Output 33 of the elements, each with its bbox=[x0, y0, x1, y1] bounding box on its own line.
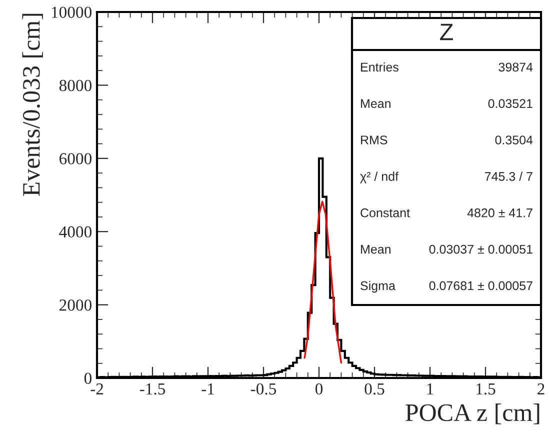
annotation: 4820 ± 41.7 bbox=[467, 208, 532, 218]
annotation: Mean bbox=[361, 99, 390, 108]
x-tick-label: -1 bbox=[202, 383, 214, 394]
annotation: Entries bbox=[361, 62, 398, 72]
y-tick-label: 6000 bbox=[60, 153, 92, 164]
y-tick-label: 10000 bbox=[52, 6, 92, 18]
x-tick-label: -1.5 bbox=[140, 383, 166, 395]
annotation: 0.03521 bbox=[488, 99, 532, 108]
x-tick-label: 0 bbox=[315, 383, 323, 395]
annotation: Mean bbox=[361, 244, 390, 254]
y-tick-label: 4000 bbox=[59, 226, 92, 238]
x-tick-label: 0.5 bbox=[364, 383, 384, 395]
annotation: χ² / ndf bbox=[360, 172, 399, 184]
annotation: 745.3 / 7 bbox=[484, 172, 532, 181]
y-tick-label: 2000 bbox=[60, 300, 92, 311]
x-tick-label: -2 bbox=[90, 383, 104, 394]
x-tick-label: 1 bbox=[427, 383, 434, 394]
annotation: 0.07681 ± 0.00057 bbox=[429, 281, 532, 290]
x-tick-label: 2 bbox=[538, 383, 544, 394]
annotation: 0.03037 ± 0.00051 bbox=[429, 244, 532, 254]
x-tick-label: 1.5 bbox=[476, 383, 496, 395]
line-series bbox=[304, 200, 342, 364]
annotation: 0.3504 bbox=[495, 136, 533, 144]
y-tick-label: 0 bbox=[84, 372, 92, 384]
x-tick-label: -0.5 bbox=[250, 383, 276, 395]
annotation: Constant bbox=[360, 208, 410, 218]
legend-title: Z bbox=[440, 24, 453, 40]
y-axis-title: Events/0.033 [cm] bbox=[22, 14, 43, 196]
annotation: RMS bbox=[361, 136, 388, 144]
annotation: Sigma bbox=[360, 280, 396, 293]
y-tick-label: 8000 bbox=[59, 80, 92, 92]
annotation: 39874 bbox=[498, 62, 533, 72]
x-axis-title: POCA z [cm] bbox=[406, 404, 540, 424]
